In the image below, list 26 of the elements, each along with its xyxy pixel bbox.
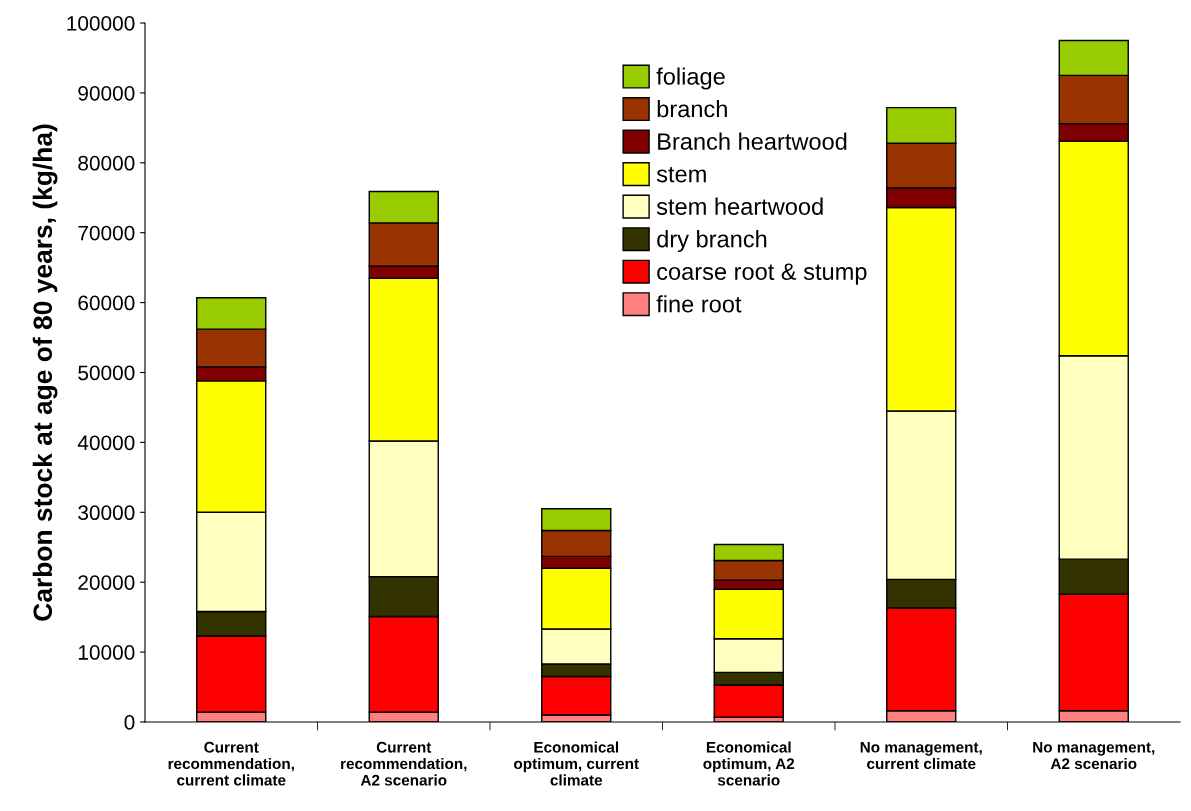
legend-label: dry branch xyxy=(657,230,767,253)
y-tick-label: 10000 xyxy=(78,645,135,660)
y-tick-label: 100000 xyxy=(67,16,135,31)
y-tick-label: 90000 xyxy=(78,85,135,101)
legend-label: fine root xyxy=(656,295,742,313)
x-tick-label: No management, current climate xyxy=(860,741,982,770)
y-tick-label: 50000 xyxy=(78,365,135,381)
y-tick-label: 20000 xyxy=(78,575,135,590)
x-tick-label: Current recommendation, current climate xyxy=(168,741,294,786)
legend-label: coarse root & stump xyxy=(657,263,867,285)
y-tick-label: 80000 xyxy=(78,155,135,171)
x-tick-label: Economical optimum, A2 scenario xyxy=(703,741,795,786)
x-tick-label: No management, A2 scenario xyxy=(1033,741,1155,770)
y-axis-title: Carbon stock at age of 80 years, (kg/ha) xyxy=(32,124,58,621)
legend-label: branch xyxy=(657,99,727,118)
y-tick-label: 60000 xyxy=(78,295,135,311)
legend-label: Branch heartwood xyxy=(658,132,847,150)
y-tick-label: 0 xyxy=(124,715,135,730)
legend-label: foliage xyxy=(656,67,725,90)
x-tick-label: Economical optimum, current climate xyxy=(514,741,639,786)
x-tick-label: Current recommendation, A2 scenario xyxy=(341,741,467,786)
y-tick-label: 40000 xyxy=(77,435,135,451)
legend-label: stem xyxy=(656,166,706,183)
y-tick-label: 30000 xyxy=(78,505,135,521)
y-tick-label: 70000 xyxy=(78,225,135,241)
legend-label: stem heartwood xyxy=(656,197,823,215)
